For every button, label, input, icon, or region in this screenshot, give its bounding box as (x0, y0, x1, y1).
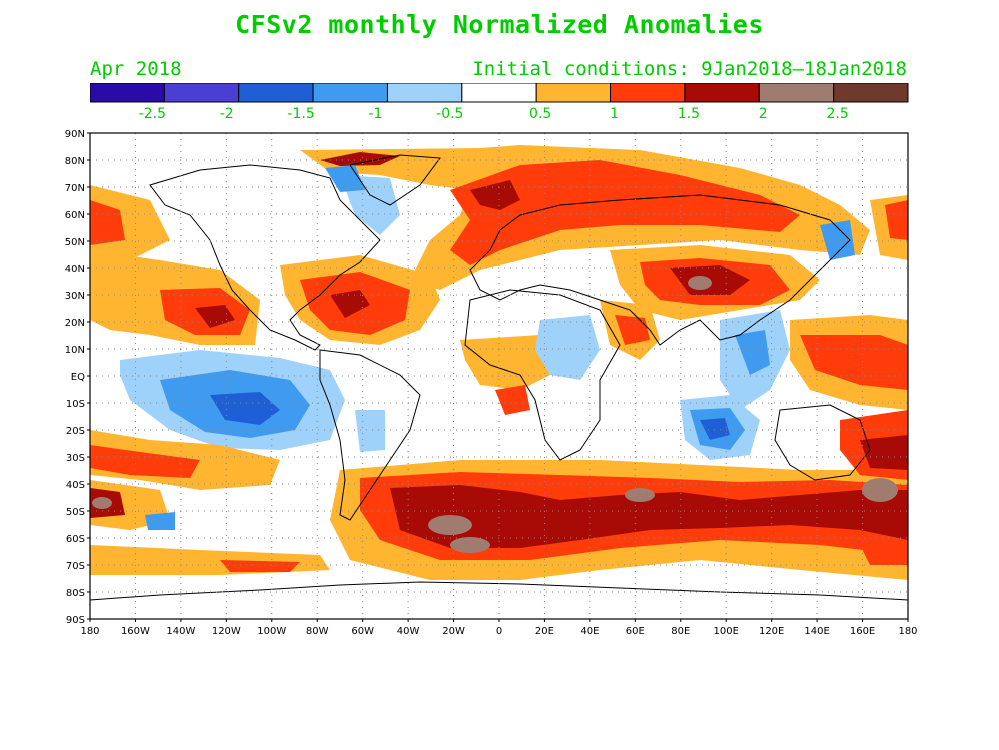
latitude-label: EQ (71, 372, 85, 383)
very-warm-region-northeast-pacific (195, 305, 235, 328)
longitude-label: 120W (212, 626, 241, 637)
latitude-label: 10N (65, 345, 85, 356)
longitude-label: 100W (257, 626, 286, 637)
latitude-labels: 90N 80N 70N 60N 50N 40N 30N 20N 10N EQ 10S 20S 30S 40… (65, 129, 90, 626)
latitude-label: 60S (66, 534, 85, 545)
valid-month-label: Apr 2018 (90, 58, 182, 80)
latitude-label: 40S (66, 480, 85, 491)
latitude-label: 40N (65, 264, 85, 275)
latitude-label: 80N (65, 156, 85, 167)
longitude-label: 60E (626, 626, 645, 637)
moderate-cool-region-south-china-sea (735, 330, 770, 375)
cool-region-japan (820, 220, 855, 260)
cool-region-tropical-atlantic (535, 315, 600, 380)
extreme-warm-spot-southern-ocean-west (92, 497, 112, 509)
latitude-label: 70S (66, 561, 85, 572)
longitude-label: 180 (898, 626, 917, 637)
longitude-label: 100E (714, 626, 739, 637)
strong-warm-region-west-pacific-tropics (800, 335, 908, 390)
cool-region-south-atlantic (355, 410, 385, 452)
coastlines (90, 154, 908, 601)
cool-region-southeast-pacific (145, 512, 175, 530)
longitude-label: 40E (580, 626, 599, 637)
longitude-label: 20W (442, 626, 465, 637)
very-warm-region-north-atlantic (330, 290, 370, 318)
warm-region-antarctic-edge (90, 545, 330, 575)
latitude-label: 90S (66, 615, 85, 626)
very-warm-region-southern-ocean (390, 485, 908, 548)
initial-conditions-label: Initial conditions: 9Jan2018–18Jan2018 (472, 58, 907, 80)
strong-warm-region-gulf-of-guinea (495, 385, 530, 415)
longitude-label: 140E (804, 626, 829, 637)
strong-warm-region-west-pacific-north (885, 200, 908, 240)
map-title: CFSv2 monthly Normalized Anomalies (235, 10, 764, 39)
colorbar-tick-label: -1.5 (287, 106, 314, 122)
longitude-label: 160E (850, 626, 875, 637)
latitude-label: 30S (66, 453, 85, 464)
longitude-label: 180 (80, 626, 99, 637)
longitude-label: 80W (306, 626, 329, 637)
latitude-label: 50S (66, 507, 85, 518)
latitude-label: 20N (65, 318, 85, 329)
longitude-label: 40W (397, 626, 420, 637)
latitude-label: 20S (66, 426, 85, 437)
coastline-south-america (319, 349, 421, 521)
very-warm-region-tasman (860, 435, 908, 470)
very-warm-region-scandinavia (470, 180, 520, 210)
latitude-label: 60N (65, 210, 85, 221)
longitude-label: 20E (535, 626, 554, 637)
very-warm-region-arctic (320, 152, 400, 166)
coastline-australia (774, 404, 871, 481)
strong-cool-region-tropical-pacific (210, 392, 280, 425)
strong-warm-region-bering (90, 200, 125, 245)
extreme-warm-spot-south-atlantic (428, 515, 472, 535)
strong-warm-region-south-pacific-subtropics (90, 445, 200, 478)
anomaly-shading (90, 145, 908, 580)
longitude-label: 0 (496, 626, 502, 637)
longitude-label: 80E (671, 626, 690, 637)
colorbar-tick-label: 1.5 (678, 106, 700, 122)
latitude-label: 70N (65, 183, 85, 194)
colorbar-tick-label: -2.5 (139, 106, 166, 122)
extreme-warm-spot-south-indian (625, 488, 655, 502)
colorbar-tick-label: 0.5 (529, 106, 551, 122)
extreme-warm-spot-tibet (688, 276, 712, 290)
strong-warm-region-antarctic-edge-west (220, 560, 300, 572)
longitude-label: 160W (121, 626, 150, 637)
colorbar-tick-label: -2 (220, 106, 234, 122)
coastline-eurasia (469, 194, 851, 346)
coastline-north-america (149, 164, 381, 351)
latitude-label: 80S (66, 588, 85, 599)
colorbar-tick-label: 2.5 (827, 106, 849, 122)
coastline-greenland (349, 154, 441, 206)
latitude-label: 90N (65, 129, 85, 140)
latitude-label: 50N (65, 237, 85, 248)
latitude-label: 10S (66, 399, 85, 410)
strong-warm-region-arabian-sea (615, 315, 650, 345)
colorbar: -2.5 -2 -1.5 -1 -0.5 0.5 1 1.5 2 2.5 (90, 83, 909, 122)
colorbar-tick-label: 1 (610, 106, 619, 122)
latitude-label: 30N (65, 291, 85, 302)
coastline-antarctica (90, 581, 908, 601)
longitude-label: 120E (759, 626, 784, 637)
graticule (90, 133, 908, 619)
colorbar-tick-label: 2 (759, 106, 768, 122)
strong-warm-region-antarctic-edge-east (860, 540, 908, 565)
longitude-label: 60W (351, 626, 374, 637)
longitude-label: 140W (166, 626, 195, 637)
colorbar-segment (833, 83, 909, 103)
strong-cool-region-indian-ocean (700, 418, 730, 440)
extreme-warm-spot-tasman (862, 478, 898, 502)
colorbar-tick-label: -1 (368, 106, 382, 122)
coastline-africa (464, 289, 621, 461)
longitude-labels: 180 160W 140W 120W 100W 80W 60W 40W 20W 0 20E 40E 60… (80, 619, 918, 637)
strong-warm-region-eurasia (450, 160, 800, 265)
colorbar-tick-label: -0.5 (436, 106, 463, 122)
extreme-warm-spot-antarctic (450, 537, 490, 553)
